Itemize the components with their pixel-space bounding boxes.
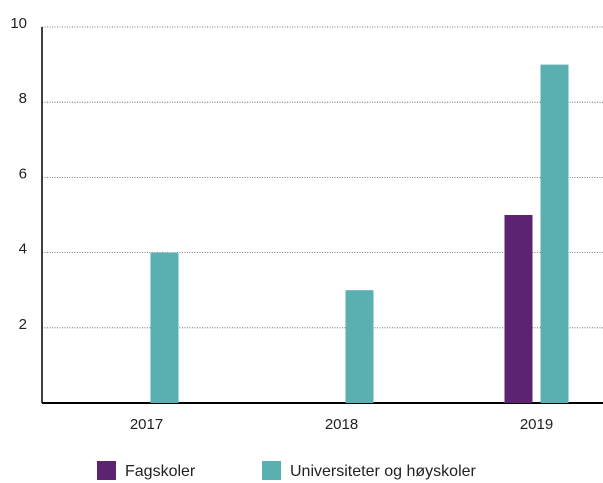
- legend-label: Fagskoler: [125, 463, 196, 480]
- x-tick-label: 2017: [130, 416, 163, 433]
- legend-swatch: [97, 461, 116, 480]
- bar: [345, 290, 374, 403]
- legend-swatch: [262, 461, 281, 480]
- x-tick-label: 2018: [325, 416, 358, 433]
- y-tick-label: 2: [19, 316, 27, 333]
- y-tick-label: 8: [19, 90, 27, 107]
- y-tick-label: 6: [19, 165, 27, 182]
- bar: [540, 64, 569, 403]
- legend-label: Universiteter og høyskoler: [290, 463, 477, 480]
- x-tick-label: 2019: [520, 416, 553, 433]
- bar: [150, 252, 179, 403]
- y-tick-label: 4: [19, 241, 27, 258]
- y-tick-label: 10: [10, 15, 27, 32]
- bar: [504, 215, 533, 403]
